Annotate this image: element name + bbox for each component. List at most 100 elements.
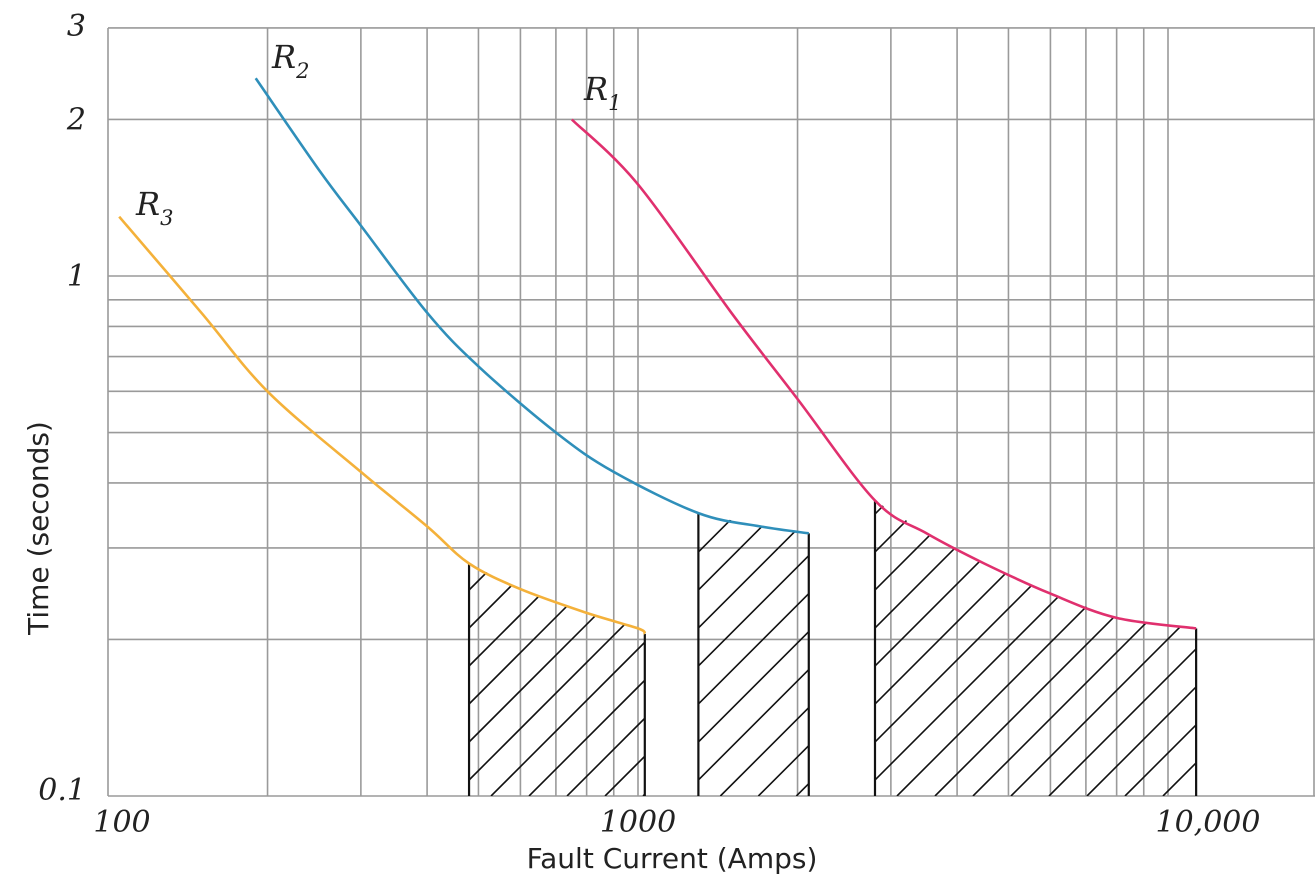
hatch-line	[469, 563, 645, 796]
hatch-line	[874, 500, 952, 796]
hatch-line	[681, 96, 1315, 796]
hatch-line	[874, 500, 1197, 796]
hatch-line	[874, 500, 1197, 796]
hatch-line	[469, 563, 470, 796]
curve-label-R2: R2	[271, 38, 309, 83]
hatch-line	[698, 513, 809, 796]
y-tick-label: 0.1	[38, 773, 86, 808]
hatch-line	[872, 96, 1315, 796]
x-axis-title: Fault Current (Amps)	[527, 842, 818, 875]
hatch-line	[874, 500, 1180, 796]
hatch-region-R1	[874, 96, 1315, 796]
hatch-line	[833, 96, 1315, 796]
hatch-line	[469, 563, 584, 796]
hatch-line	[874, 500, 1197, 796]
hatch-line	[1290, 96, 1315, 796]
y-tick-label: 1	[67, 259, 86, 294]
hatch-line	[698, 513, 809, 796]
hatch-line	[698, 513, 809, 796]
curve-label-R3: R3	[135, 185, 173, 230]
hatch-line	[874, 500, 1197, 796]
hatch-line	[874, 500, 1197, 796]
curve-R1	[570, 118, 1197, 630]
hatch-line	[985, 96, 1315, 796]
hatch-line	[1162, 500, 1197, 796]
hatch-line	[1100, 96, 1315, 796]
hatch-line	[874, 500, 1142, 796]
hatch-line	[1023, 96, 1315, 796]
hatch-line	[698, 513, 809, 796]
curve-labels: R1 R2 R3	[135, 38, 621, 230]
hatch-line	[972, 500, 1197, 796]
hatch-line	[910, 96, 1315, 796]
hatch-line	[698, 513, 809, 796]
hatch-line	[1138, 96, 1315, 796]
y-tick-label: 3	[67, 9, 86, 44]
hatch-line	[757, 96, 1315, 796]
hatch-region-R2	[698, 96, 1315, 796]
hatch-line	[566, 563, 645, 796]
hatch-line	[469, 563, 645, 796]
hatch-line	[698, 513, 809, 796]
grid-lines	[107, 27, 1315, 797]
hatch-line	[698, 513, 809, 796]
tick-labels: 0.1 1 2 3 100 1000 10,000	[38, 9, 1260, 840]
hatch-line	[1048, 500, 1197, 796]
hatch-line	[698, 513, 809, 796]
hatch-line	[874, 500, 876, 796]
hatch-line	[874, 500, 990, 796]
curve-R3	[118, 215, 647, 635]
hatch-line	[1062, 96, 1315, 796]
y-axis-title: Time (seconds)	[22, 421, 55, 636]
x-tick-label: 10,000	[1156, 805, 1261, 840]
x-tick-label: 100	[93, 805, 150, 840]
hatch-line	[1086, 500, 1197, 796]
hatch-line	[874, 500, 1197, 796]
hatch-line	[1277, 96, 1315, 796]
hatch-line	[1061, 96, 1315, 796]
curve-R2	[254, 77, 809, 535]
hatch-line	[1024, 96, 1315, 796]
hatch-line	[604, 563, 645, 796]
hatch-line	[698, 513, 699, 796]
hatch-line	[874, 500, 1197, 796]
hatch-line	[948, 96, 1315, 796]
hatch-line	[642, 563, 645, 796]
hatch-line	[469, 563, 645, 796]
hatch-line	[469, 563, 645, 796]
hatch-line	[871, 96, 1315, 796]
hatch-line	[986, 96, 1315, 796]
curves	[118, 77, 1197, 635]
hatch-line	[469, 563, 645, 796]
hatch-line	[698, 513, 809, 796]
hatch-line	[698, 513, 775, 796]
hatch-line	[698, 513, 809, 796]
y-tick-label: 2	[66, 102, 86, 137]
hatch-line	[795, 96, 1315, 796]
hatch-line	[909, 96, 1315, 796]
hatch-line	[469, 563, 508, 796]
hatch-line	[469, 563, 645, 796]
hatch-region-R3	[469, 96, 1315, 796]
hatch-line	[469, 563, 546, 796]
hatched-regions	[467, 96, 1315, 796]
hatch-line	[874, 500, 1104, 796]
curve-label-R1: R1	[583, 70, 621, 115]
hatch-line	[1010, 500, 1197, 796]
hatch-line	[698, 513, 809, 796]
hatch-line	[834, 96, 1315, 796]
hatch-line	[528, 563, 645, 796]
hatch-line	[698, 513, 809, 796]
hatch-line	[896, 500, 1197, 796]
hatch-line	[874, 500, 1028, 796]
hatch-line	[469, 563, 645, 796]
hatch-line	[698, 513, 809, 796]
hatch-line	[469, 563, 645, 796]
hatch-line	[1099, 96, 1315, 796]
hatch-line	[1213, 96, 1315, 796]
hatch-line	[469, 563, 645, 796]
hatch-line	[1201, 96, 1315, 796]
hatch-line	[1214, 96, 1315, 796]
hatch-line	[1252, 96, 1315, 796]
hatch-line	[1239, 96, 1315, 796]
